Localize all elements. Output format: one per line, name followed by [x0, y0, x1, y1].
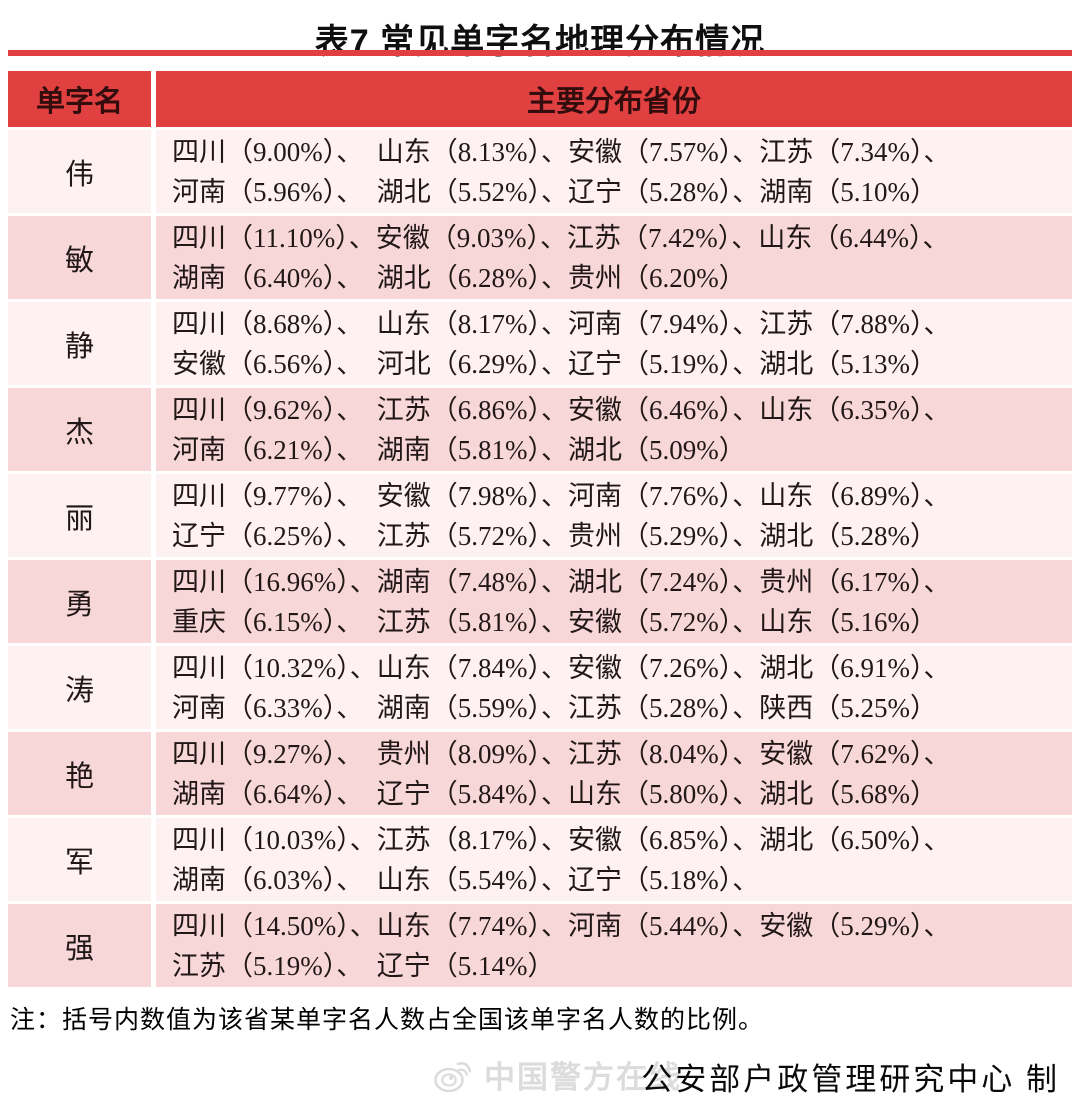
- table-header-row: 单字名 主要分布省份: [8, 71, 1072, 127]
- footnote: 注：括号内数值为该省某单字名人数占全国该单字名人数的比例。: [10, 1007, 765, 1034]
- table-row: 静 四川（8.68%）、 山东（8.17%）、河南（7.94%）、江苏（7.88…: [8, 302, 1072, 385]
- table-row: 杰 四川（9.62%）、 江苏（6.86%）、安徽（6.46%）、山东（6.35…: [8, 388, 1072, 471]
- watermark: 中国警方在线: [432, 1052, 682, 1097]
- table-row: 强 四川（14.50%）、山东（7.74%）、河南（5.44%）、安徽（5.29…: [8, 904, 1072, 987]
- weibo-icon: [434, 1061, 472, 1092]
- provinces-line-1: 四川（9.27%）、 贵州（8.09%）、江苏（8.04%）、安徽（7.62%）…: [172, 738, 951, 769]
- single-char-name-cell: 涛: [8, 646, 151, 729]
- provinces-cell: 四川（11.10%）、安徽（9.03%）、江苏（7.42%）、山东（6.44%）…: [156, 216, 1072, 299]
- provinces-line-2: 湖南（6.03%）、 山东（5.54%）、辽宁（5.18%）、: [172, 864, 760, 895]
- provinces-cell: 四川（10.32%）、山东（7.84%）、安徽（7.26%）、湖北（6.91%）…: [156, 646, 1072, 729]
- provinces-line-1: 四川（10.32%）、山东（7.84%）、安徽（7.26%）、湖北（6.91%）…: [172, 652, 951, 683]
- provinces-cell: 四川（14.50%）、山东（7.74%）、河南（5.44%）、安徽（5.29%）…: [156, 904, 1072, 987]
- provinces-line-2: 江苏（5.19%）、 辽宁（5.14%）: [172, 950, 555, 981]
- provinces-line-2: 湖南（6.64%）、 辽宁（5.84%）、山东（5.80%）、湖北（5.68%）: [172, 778, 937, 809]
- provinces-line-2: 河南（6.33%）、 湖南（5.59%）、江苏（5.28%）、陕西（5.25%）: [172, 692, 937, 723]
- credit-text: 公安部户政管理研究中心 制: [641, 1062, 1060, 1097]
- provinces-line-1: 四川（9.62%）、 江苏（6.86%）、安徽（6.46%）、山东（6.35%）…: [172, 394, 951, 425]
- table-row: 敏 四川（11.10%）、安徽（9.03%）、江苏（7.42%）、山东（6.44…: [8, 216, 1072, 299]
- single-char-name-cell: 伟: [8, 130, 151, 213]
- provinces-cell: 四川（10.03%）、江苏（8.17%）、安徽（6.85%）、湖北（6.50%）…: [156, 818, 1072, 901]
- footer: 中国警方在线 公安部户政管理研究中心 制: [0, 1048, 1080, 1104]
- provinces-line-1: 四川（16.96%）、湖南（7.48%）、湖北（7.24%）、贵州（6.17%）…: [172, 566, 951, 597]
- single-char-name-cell: 强: [8, 904, 151, 987]
- single-char-name-cell: 丽: [8, 474, 151, 557]
- provinces-line-1: 四川（14.50%）、山东（7.74%）、河南（5.44%）、安徽（5.29%）…: [172, 910, 951, 941]
- provinces-cell: 四川（9.27%）、 贵州（8.09%）、江苏（8.04%）、安徽（7.62%）…: [156, 732, 1072, 815]
- provinces-cell: 四川（9.00%）、 山东（8.13%）、安徽（7.57%）、江苏（7.34%）…: [156, 130, 1072, 213]
- provinces-line-2: 重庆（6.15%）、 江苏（5.81%）、安徽（5.72%）、山东（5.16%）: [172, 606, 937, 637]
- table-row: 艳 四川（9.27%）、 贵州（8.09%）、江苏（8.04%）、安徽（7.62…: [8, 732, 1072, 815]
- provinces-cell: 四川（16.96%）、湖南（7.48%）、湖北（7.24%）、贵州（6.17%）…: [156, 560, 1072, 643]
- provinces-line-2: 河南（6.21%）、 湖南（5.81%）、湖北（5.09%）: [172, 434, 746, 465]
- column-header-single-char-name: 单字名: [8, 71, 151, 127]
- provinces-line-1: 四川（9.00%）、 山东（8.13%）、安徽（7.57%）、江苏（7.34%）…: [172, 136, 951, 167]
- table-row: 丽 四川（9.77%）、 安徽（7.98%）、河南（7.76%）、山东（6.89…: [8, 474, 1072, 557]
- single-char-name-cell: 军: [8, 818, 151, 901]
- watermark-text: 中国警方在线: [484, 1060, 682, 1095]
- provinces-line-1: 四川（10.03%）、江苏（8.17%）、安徽（6.85%）、湖北（6.50%）…: [172, 824, 951, 855]
- provinces-line-1: 四川（8.68%）、 山东（8.17%）、河南（7.94%）、江苏（7.88%）…: [172, 308, 951, 339]
- provinces-line-1: 四川（9.77%）、 安徽（7.98%）、河南（7.76%）、山东（6.89%）…: [172, 480, 951, 511]
- table-row: 伟 四川（9.00%）、 山东（8.13%）、安徽（7.57%）、江苏（7.34…: [8, 130, 1072, 213]
- single-char-name-cell: 静: [8, 302, 151, 385]
- table-row: 涛 四川（10.32%）、山东（7.84%）、安徽（7.26%）、湖北（6.91…: [8, 646, 1072, 729]
- single-char-name-cell: 杰: [8, 388, 151, 471]
- table-row: 勇 四川（16.96%）、湖南（7.48%）、湖北（7.24%）、贵州（6.17…: [8, 560, 1072, 643]
- provinces-line-2: 河南（5.96%）、 湖北（5.52%）、辽宁（5.28%）、湖南（5.10%）: [172, 176, 937, 207]
- provinces-cell: 四川（9.62%）、 江苏（6.86%）、安徽（6.46%）、山东（6.35%）…: [156, 388, 1072, 471]
- single-char-name-cell: 勇: [8, 560, 151, 643]
- single-char-name-cell: 敏: [8, 216, 151, 299]
- table-row: 军 四川（10.03%）、江苏（8.17%）、安徽（6.85%）、湖北（6.50…: [8, 818, 1072, 901]
- provinces-line-1: 四川（11.10%）、安徽（9.03%）、江苏（7.42%）、山东（6.44%）…: [172, 222, 950, 253]
- provinces-cell: 四川（8.68%）、 山东（8.17%）、河南（7.94%）、江苏（7.88%）…: [156, 302, 1072, 385]
- name-distribution-table: 单字名 主要分布省份 伟 四川（9.00%）、 山东（8.13%）、安徽（7.5…: [8, 50, 1072, 987]
- table-top-border: [8, 50, 1072, 56]
- provinces-line-2: 安徽（6.56%）、 河北（6.29%）、辽宁（5.19%）、湖北（5.13%）: [172, 348, 937, 379]
- table-body: 伟 四川（9.00%）、 山东（8.13%）、安徽（7.57%）、江苏（7.34…: [8, 130, 1072, 987]
- provinces-line-2: 湖南（6.40%）、 湖北（6.28%）、贵州（6.20%）: [172, 262, 746, 293]
- column-header-main-provinces: 主要分布省份: [156, 71, 1072, 127]
- provinces-cell: 四川（9.77%）、 安徽（7.98%）、河南（7.76%）、山东（6.89%）…: [156, 474, 1072, 557]
- provinces-line-2: 辽宁（6.25%）、 江苏（5.72%）、贵州（5.29%）、湖北（5.28%）: [172, 520, 937, 551]
- single-char-name-cell: 艳: [8, 732, 151, 815]
